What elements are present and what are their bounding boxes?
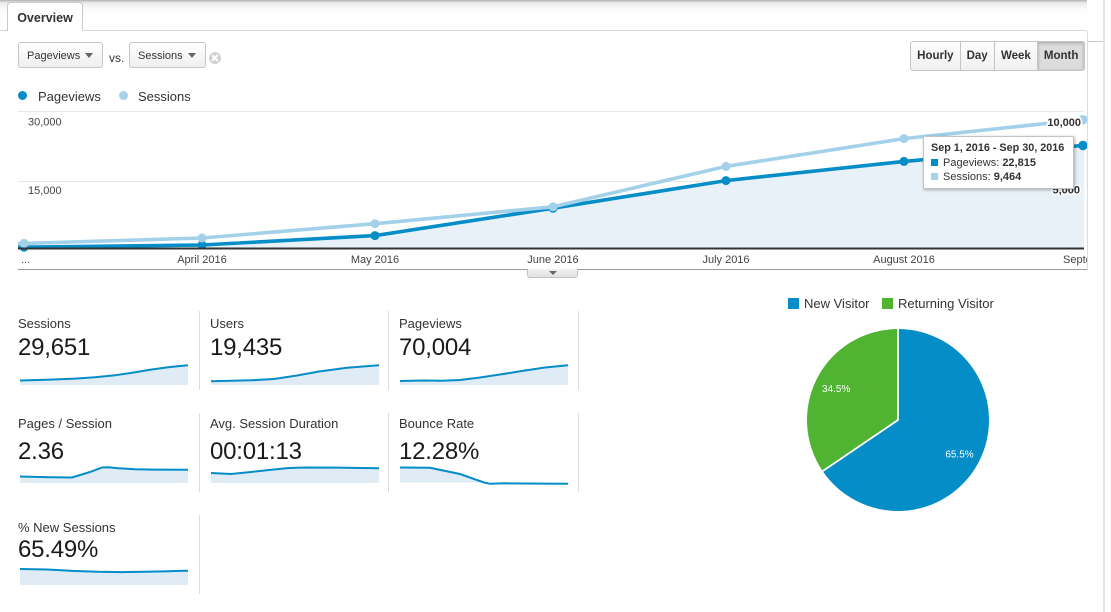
svg-text:June 2016: June 2016 [527, 254, 578, 266]
svg-text:10,000: 10,000 [1047, 117, 1081, 129]
svg-text:September 2016: September 2016 [1063, 254, 1087, 266]
svg-text:65.5%: 65.5% [945, 449, 973, 460]
svg-text:30,000: 30,000 [28, 117, 62, 129]
svg-text:May 2016: May 2016 [351, 254, 399, 266]
svg-text:15,000: 15,000 [28, 185, 62, 197]
svg-text:34.5%: 34.5% [822, 384, 850, 395]
svg-text:April 2016: April 2016 [177, 254, 227, 266]
svg-text:July 2016: July 2016 [702, 254, 749, 266]
svg-text:August 2016: August 2016 [873, 254, 935, 266]
svg-text:...: ... [21, 254, 30, 266]
